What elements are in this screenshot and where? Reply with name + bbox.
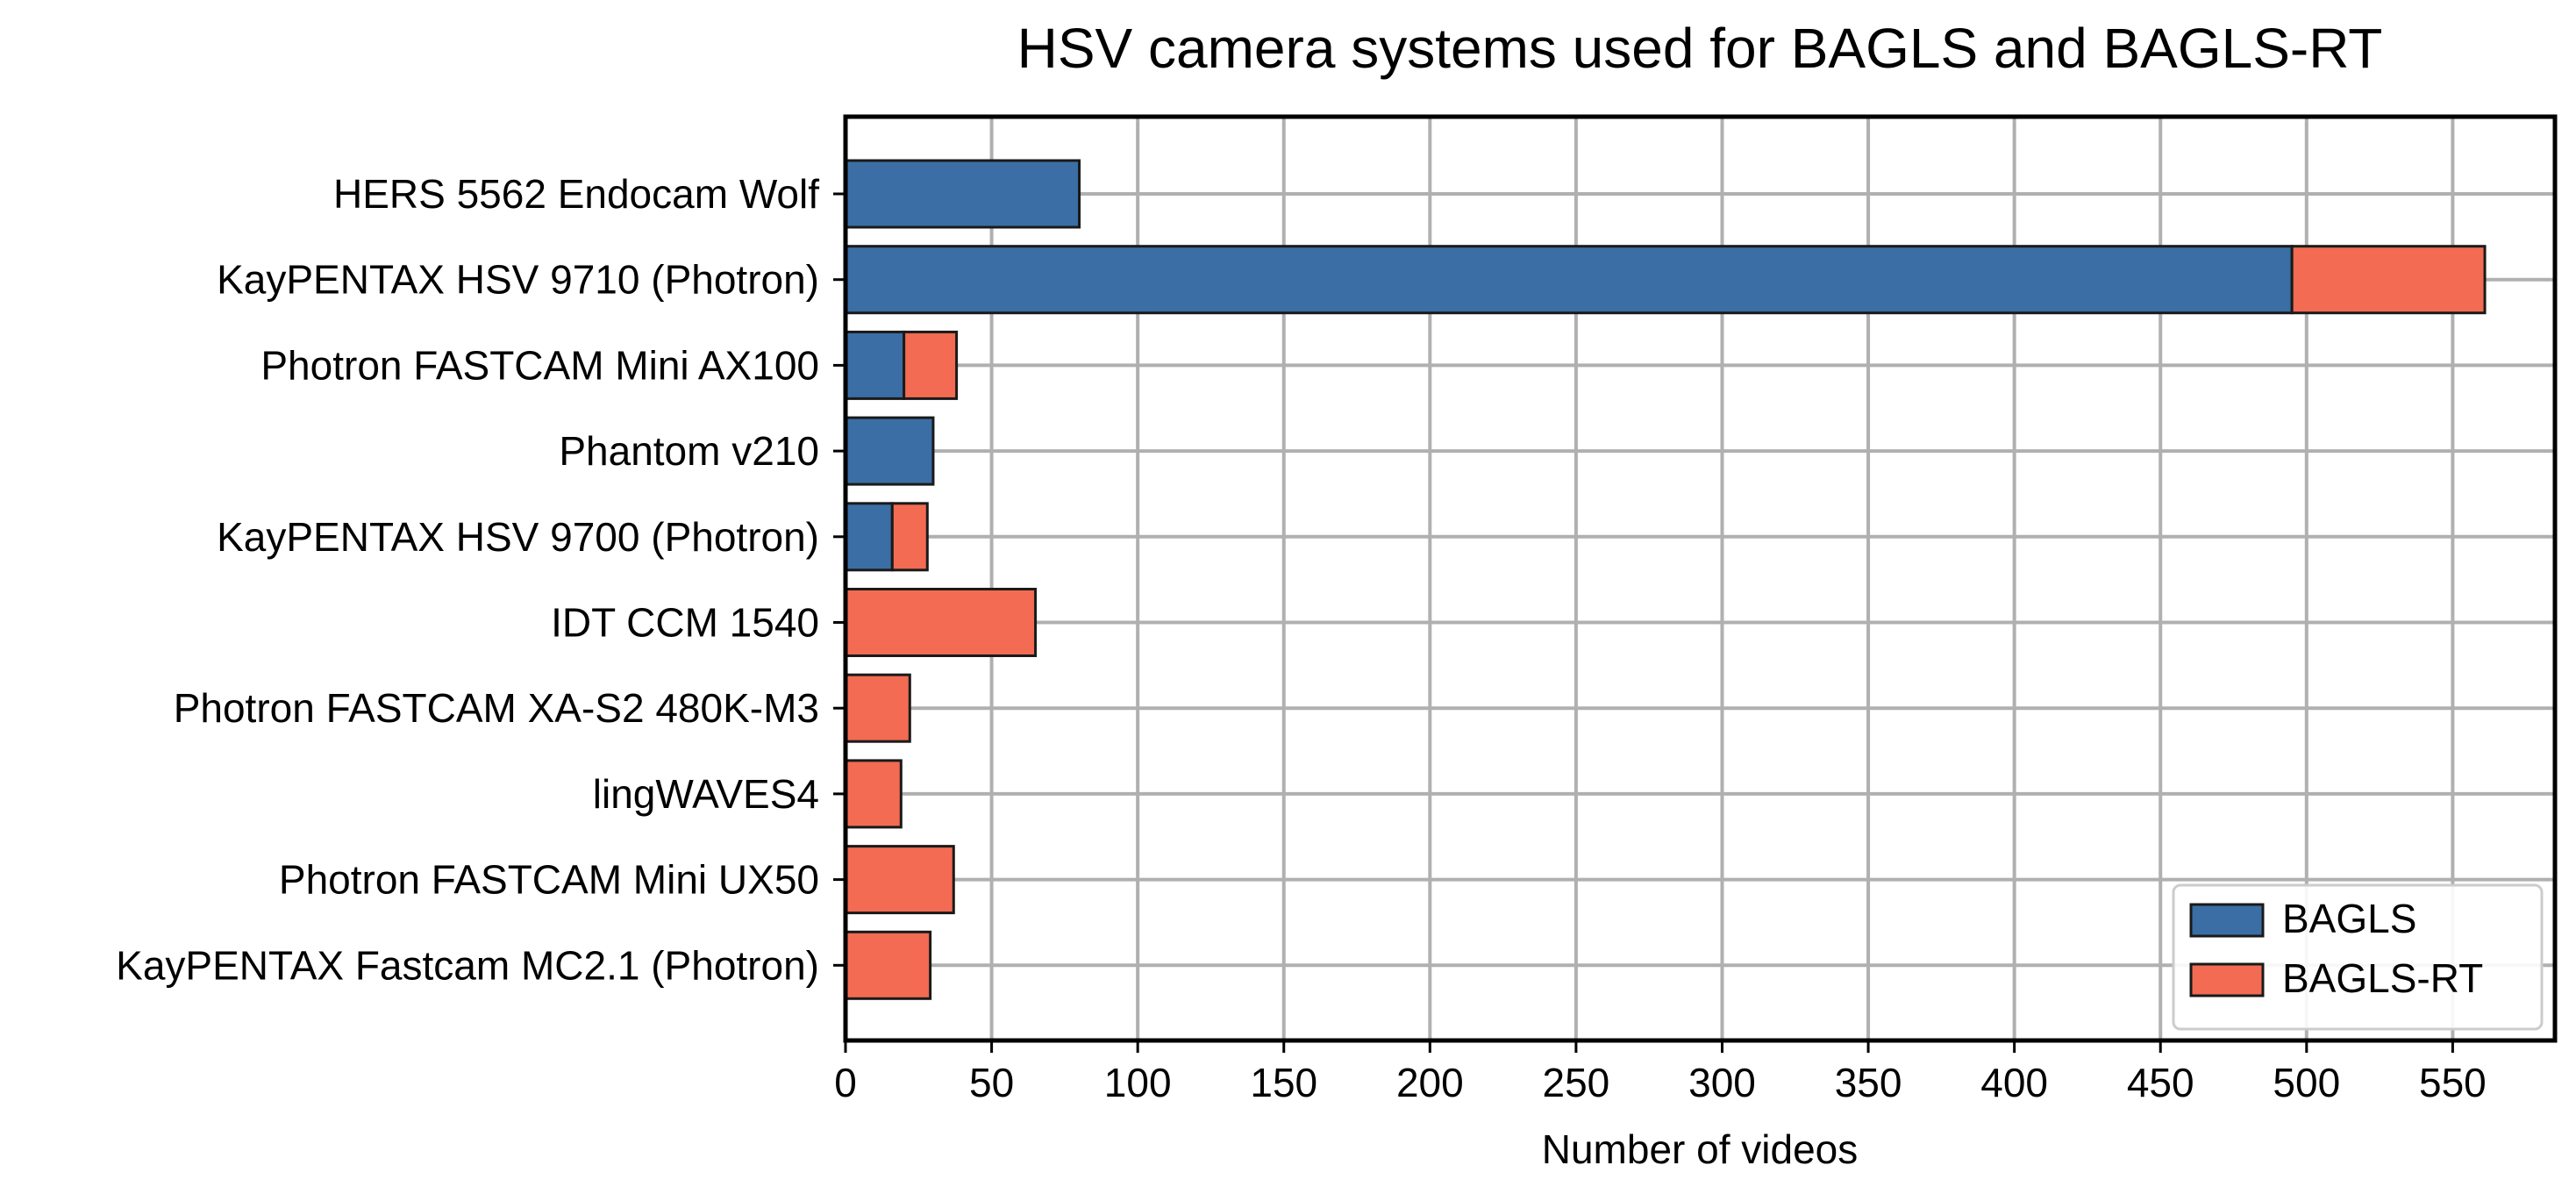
bar-bagls-rt: [2290, 245, 2487, 315]
bar-layer: [844, 159, 2487, 1000]
category-label: KayPENTAX Fastcam MC2.1 (Photron): [116, 942, 819, 988]
category-label: Photron FASTCAM XA-S2 480K-M3: [174, 685, 819, 731]
x-tick-label: 400: [1980, 1060, 2048, 1105]
category-label: Photron FASTCAM Mini UX50: [279, 857, 819, 903]
x-tick-label: 450: [2127, 1060, 2194, 1105]
x-tick-label: 550: [2419, 1060, 2487, 1105]
bar-bagls: [844, 245, 2294, 315]
legend-label: BAGLS-RT: [2282, 955, 2483, 1001]
x-tick-label: 150: [1250, 1060, 1317, 1105]
bar-bagls: [844, 416, 935, 486]
chart-title: HSV camera systems used for BAGLS and BA…: [1017, 17, 2383, 80]
bar-bagls: [844, 159, 1081, 229]
legend-swatch: [2189, 962, 2265, 997]
bar-bagls: [844, 502, 894, 572]
x-axis-label: Number of videos: [1542, 1126, 1859, 1172]
bar-bagls: [844, 330, 906, 400]
legend-swatch: [2189, 903, 2265, 938]
label-layer: 0 50 100 150 200 250 300 350 400 450 500 550 HERS 55…: [116, 171, 2487, 1105]
category-label: Phantom v210: [559, 428, 819, 474]
bar-bagls-rt: [844, 930, 932, 1000]
x-tick-label: 0: [834, 1060, 857, 1105]
x-tick-label: 300: [1688, 1060, 1756, 1105]
category-label: HERS 5562 Endocam Wolf: [333, 171, 819, 217]
plot-frame: [843, 114, 2558, 1043]
category-label: lingWAVES4: [593, 771, 819, 817]
category-label: Photron FASTCAM Mini AX100: [260, 342, 819, 388]
bar-bagls-rt: [844, 588, 1038, 657]
legend-box: [2172, 883, 2544, 1031]
category-label: IDT CCM 1540: [551, 600, 819, 646]
category-label: KayPENTAX HSV 9700 (Photron): [217, 514, 819, 560]
x-tick-label: 500: [2273, 1060, 2340, 1105]
x-tick-label: 50: [969, 1060, 1014, 1105]
x-tick-label: 250: [1543, 1060, 1610, 1105]
bar-bagls-rt: [903, 330, 959, 400]
legend: BAGLS BAGLS-RT: [2172, 883, 2544, 1031]
bar-bagls-rt: [890, 502, 929, 572]
x-tick-label: 200: [1396, 1060, 1464, 1105]
x-tick-label: 350: [1835, 1060, 1902, 1105]
bar-bagls-rt: [844, 845, 955, 915]
legend-label: BAGLS: [2282, 896, 2416, 941]
bar-bagls-rt: [844, 759, 903, 829]
bar-bagls-rt: [844, 673, 911, 743]
category-label: KayPENTAX HSV 9710 (Photron): [217, 257, 819, 303]
x-tick-label: 100: [1104, 1060, 1172, 1105]
